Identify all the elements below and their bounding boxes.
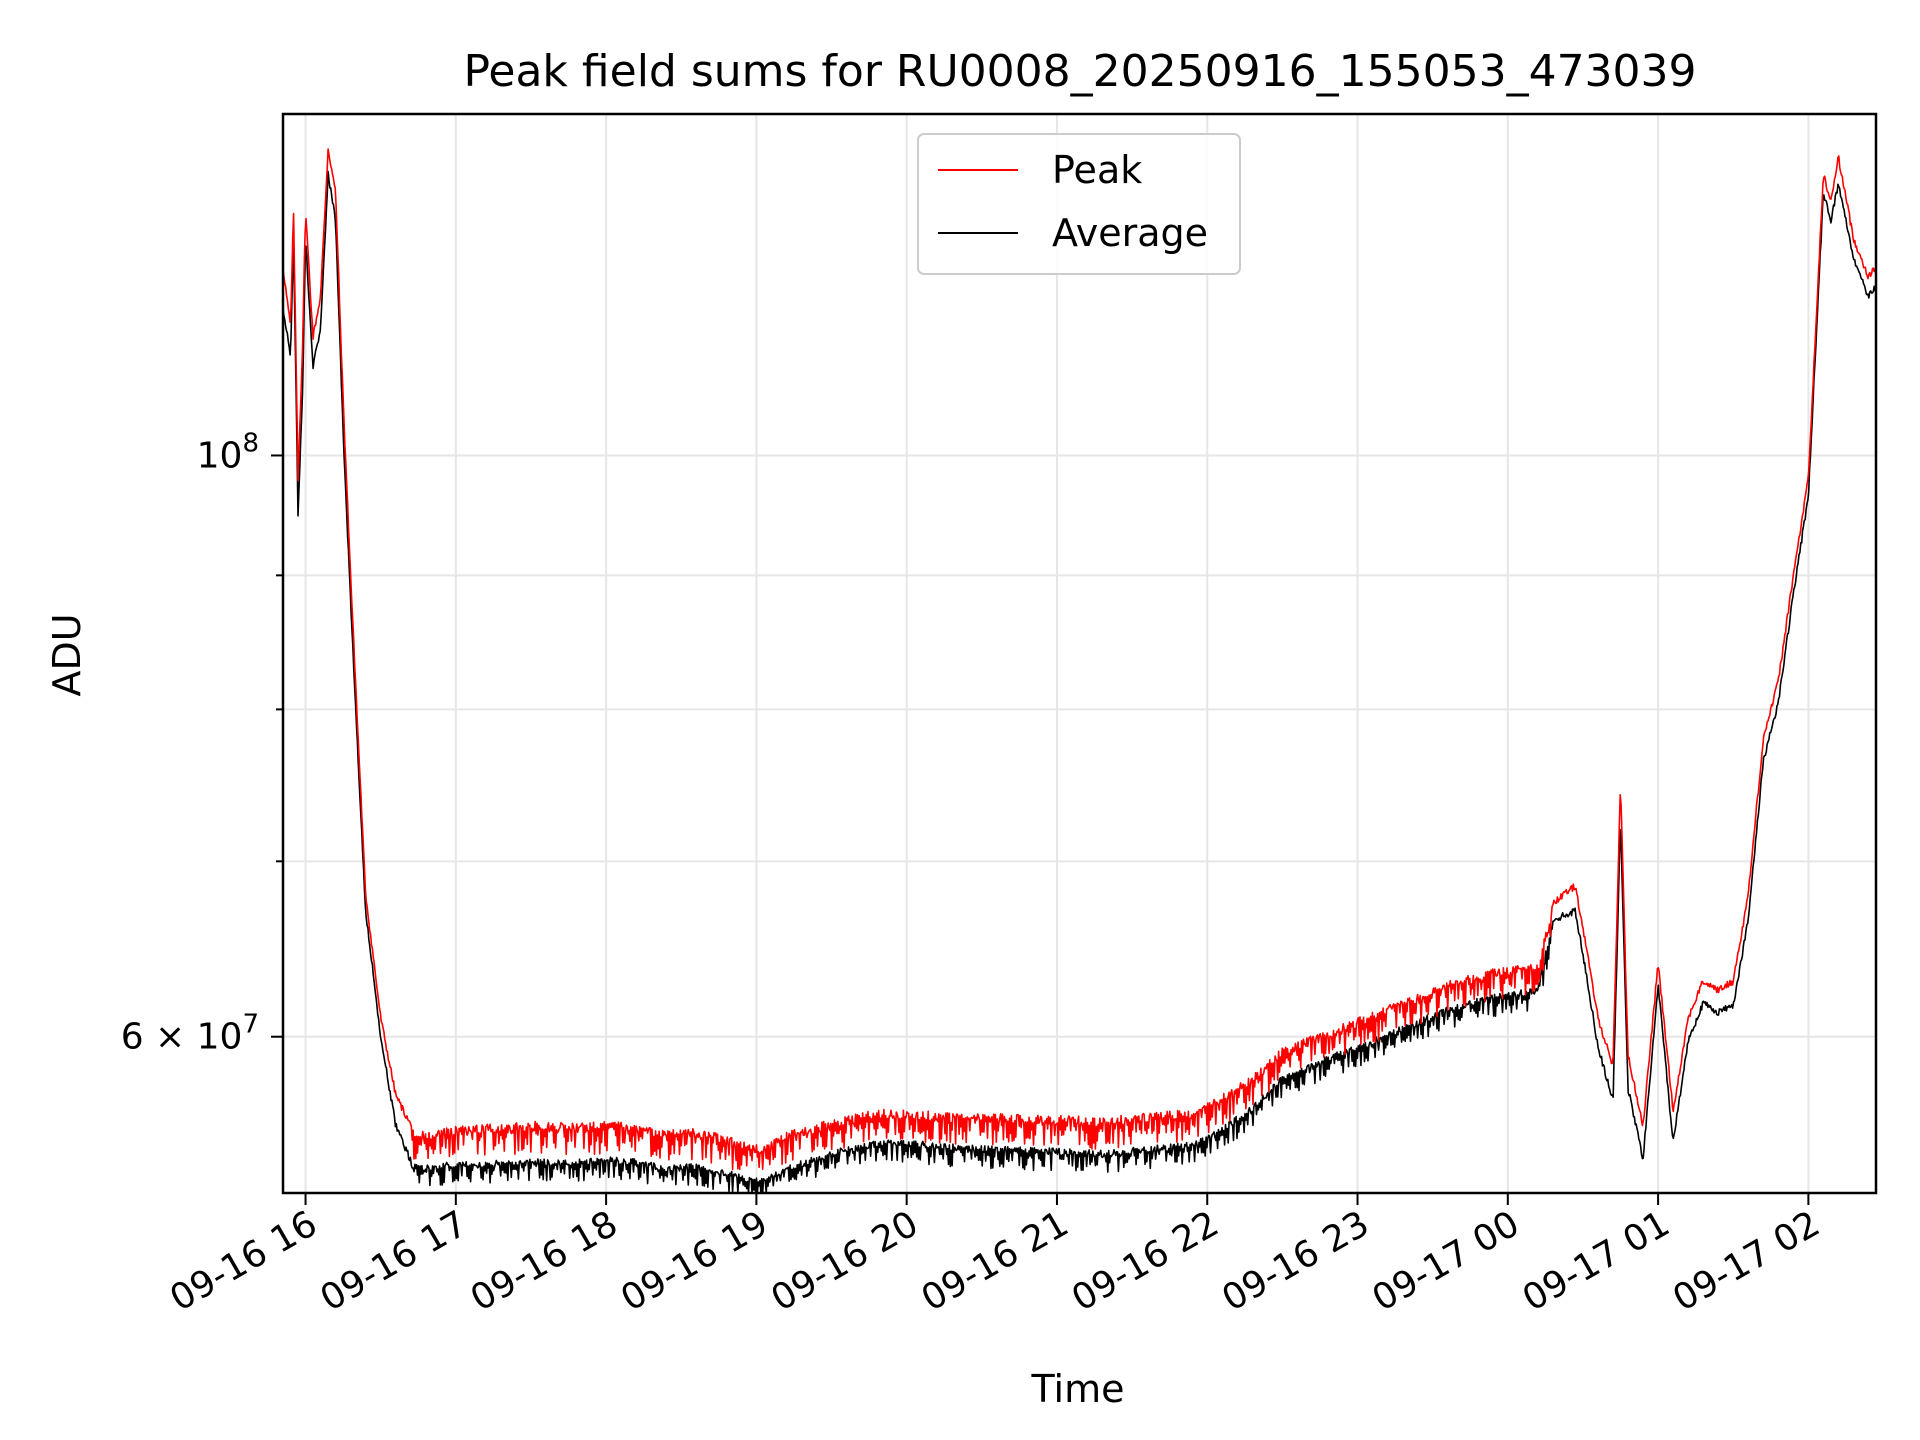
- y-tick-labels: 108 6 × 107: [121, 428, 259, 1057]
- x-axis-label: Time: [1031, 1367, 1125, 1411]
- series-line-peak: [282, 148, 1877, 1171]
- series-layer: [282, 148, 1877, 1194]
- legend-average-label: Average: [1052, 211, 1208, 255]
- y-tick-label: 108: [197, 428, 259, 476]
- ticks-layer: [271, 454, 1810, 1205]
- series-line-average: [282, 170, 1877, 1194]
- chart-title: Peak field sums for RU0008_20250916_1550…: [463, 46, 1696, 97]
- legend-peak-label: Peak: [1052, 148, 1142, 192]
- legend: Peak Average: [917, 133, 1241, 275]
- plot-frame: [281, 112, 1878, 1195]
- y-tick-label: 6 × 107: [121, 1010, 259, 1058]
- y-axis-label: ADU: [45, 613, 89, 696]
- grid: [283, 114, 1876, 1193]
